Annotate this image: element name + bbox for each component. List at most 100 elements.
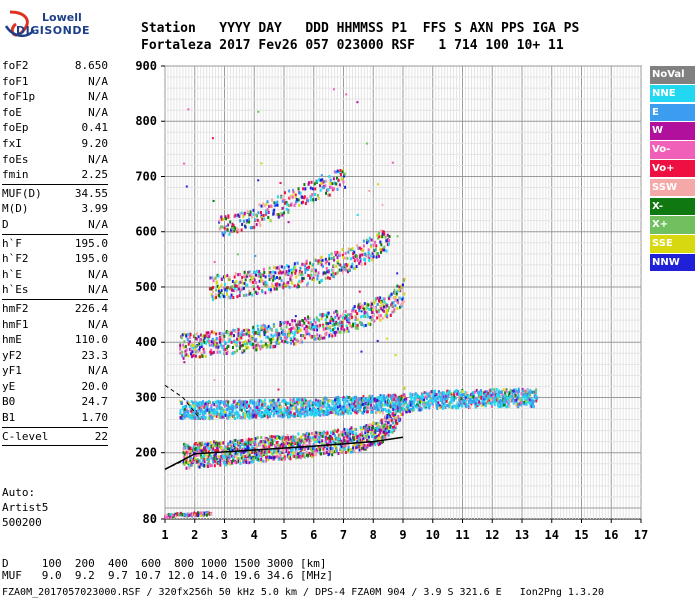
echo-point [334,333,337,337]
echo-point [460,397,463,401]
echo-point [318,177,321,181]
param-name: D [2,217,9,231]
echo-point [483,403,486,407]
echo-point [445,397,448,401]
echo-point [402,410,405,414]
echo-point [264,291,267,295]
echo-point [388,234,391,238]
echo-point [493,388,496,392]
param-value: 226.4 [74,301,108,315]
echo-point [223,401,226,405]
echo-point [353,437,356,441]
echo-point [332,177,335,181]
echo-point [454,396,457,400]
echo-point [332,440,335,444]
echo-point [310,323,313,327]
echo-point [369,245,372,249]
echo-point [380,229,383,233]
echo-point [405,410,408,414]
echo-point [307,437,310,441]
echo-point [448,403,451,407]
echo-point [367,239,370,243]
echo-point [358,434,361,438]
echo-point [485,390,488,394]
echo-point [300,403,303,407]
echo-point [187,464,190,468]
echo-point [286,264,289,268]
echo-point [245,283,248,287]
echo-point [344,309,347,313]
echo-point [383,305,386,309]
echo-point [431,402,434,406]
echo-point [262,267,265,271]
echo-point [500,404,503,408]
echo-point [369,322,372,326]
echo-point [372,243,375,247]
echo-point [213,379,216,382]
echo-point [245,332,248,336]
echo-point [290,202,293,206]
param-value: 8.650 [74,59,108,72]
echo-point [210,340,213,344]
param-row: h`F 195.0 [2,236,108,252]
echo-point [383,418,386,422]
echo-point [523,395,526,399]
echo-point [172,513,175,517]
echo-point [402,279,405,283]
echo-point [400,394,403,398]
echo-point [297,447,300,451]
echo-point [386,243,389,247]
echo-point [304,437,307,441]
echo-point [252,449,255,453]
param-name: h`E [2,267,22,281]
param-name: h`F2 [2,252,29,266]
echo-point [356,318,359,322]
echo-point [408,404,411,408]
echo-point [397,418,400,422]
echo-point [236,452,239,456]
echo-point [505,400,508,404]
echo-point [386,233,389,237]
echo-point [172,515,175,519]
echo-point [297,443,300,447]
echo-point [351,246,354,250]
echo-point [231,403,234,407]
echo-point [378,397,381,401]
echo-point [233,229,236,233]
echo-point [248,289,251,293]
echo-point [270,328,273,332]
echo-point [221,451,224,455]
echo-point [329,329,332,333]
echo-point [210,343,213,347]
echo-point [214,276,217,280]
echo-point [499,402,502,406]
echo-point [387,398,390,402]
echo-point [252,285,255,289]
echo-point [370,410,373,414]
echo-point [200,449,203,453]
echo-point [299,328,302,332]
echo-point [226,416,229,420]
echo-point [279,181,282,184]
echo-point [221,454,224,458]
echo-point [347,431,350,435]
echo-point [277,457,280,461]
echo-point [284,457,287,461]
echo-point [275,441,278,445]
echo-point [269,411,272,415]
param-name: foEp [2,121,29,135]
echo-point [280,336,283,340]
echo-point [536,396,539,400]
echo-point [351,399,354,403]
echo-point [334,429,337,433]
echo-point [247,444,250,448]
echo-point [316,318,319,322]
echo-point [246,342,249,346]
echo-point [244,342,247,346]
echo-point [358,246,361,250]
echo-point [512,396,515,400]
echo-point [281,449,284,453]
echo-point [222,441,225,445]
echo-point [224,451,227,455]
echo-point [365,307,368,311]
